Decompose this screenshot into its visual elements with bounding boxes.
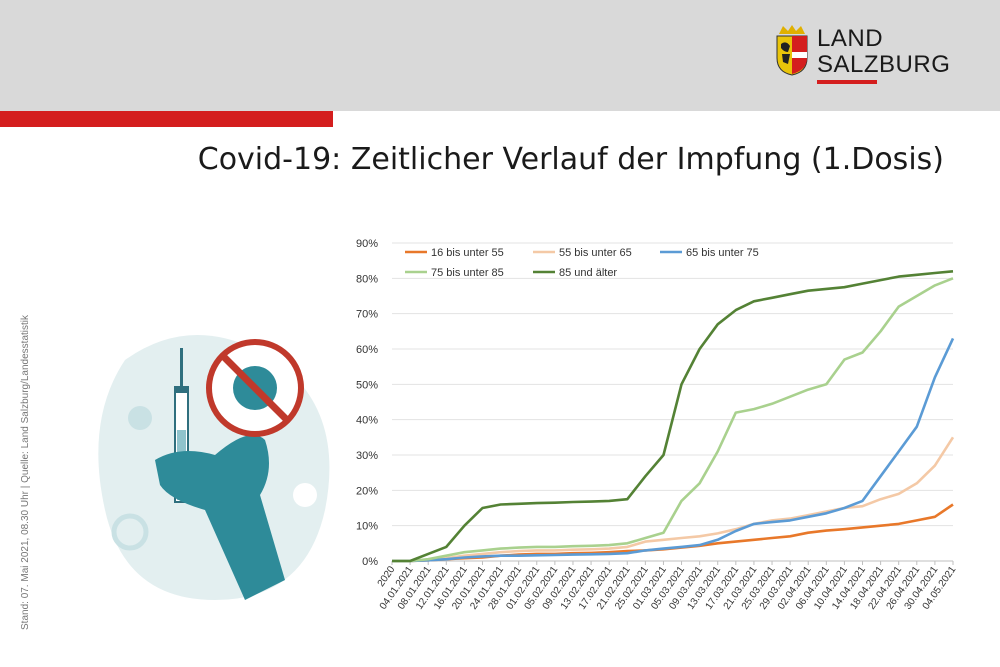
y-axis-tick-labels: 0% 10% 20% 30% 40% 50% 60% 70% 80% 90% (356, 238, 378, 568)
logo-line2: SALZBURG (817, 51, 951, 78)
legend-label: 55 bis unter 65 (559, 247, 632, 259)
coat-of-arms-icon (776, 25, 808, 76)
legend-label: 16 bis unter 55 (431, 247, 504, 259)
legend-label: 75 bis unter 85 (431, 267, 504, 279)
land-salzburg-logo: LAND SALZBURG (775, 24, 955, 90)
y-tick-label: 20% (356, 485, 378, 497)
header-bar (0, 0, 1000, 111)
logo-line1: LAND (817, 25, 884, 52)
series-line (392, 277, 954, 563)
y-tick-label: 60% (356, 344, 378, 356)
legend-label: 65 bis unter 75 (686, 247, 759, 259)
y-tick-label: 70% (356, 309, 378, 321)
y-tick-label: 30% (356, 450, 378, 462)
no-virus-icon (206, 339, 304, 437)
legend: 16 bis unter 55 55 bis unter 65 65 bis unt… (405, 247, 759, 279)
grid (391, 242, 954, 565)
logo-underline (817, 80, 877, 84)
series-line (392, 270, 954, 563)
vaccination-illustration (98, 335, 330, 600)
hand-icon (155, 435, 285, 600)
y-tick-label: 40% (356, 415, 378, 427)
vaccination-line-chart: 0% 10% 20% 30% 40% 50% 60% 70% 80% 90% 202004.01.… (356, 238, 959, 612)
series-line (392, 337, 955, 563)
y-tick-label: 10% (356, 521, 378, 533)
y-tick-label: 50% (356, 379, 378, 391)
series-line (392, 436, 955, 563)
page-title: Covid-19: Zeitlicher Verlauf der Impfung… (197, 142, 944, 177)
y-tick-label: 80% (356, 273, 378, 285)
virus-icon (111, 406, 317, 551)
source-note: Stand: 07. Mai 2021, 08.30 Uhr | Quelle:… (20, 314, 31, 630)
legend-label: 85 und älter (559, 267, 617, 279)
x-axis-tick-labels: 202004.01.202108.01.202112.01.202116.01.… (376, 564, 959, 612)
y-tick-label: 0% (362, 556, 378, 568)
accent-bar (0, 111, 333, 127)
series-lines (392, 270, 955, 563)
y-tick-label: 90% (356, 238, 378, 250)
